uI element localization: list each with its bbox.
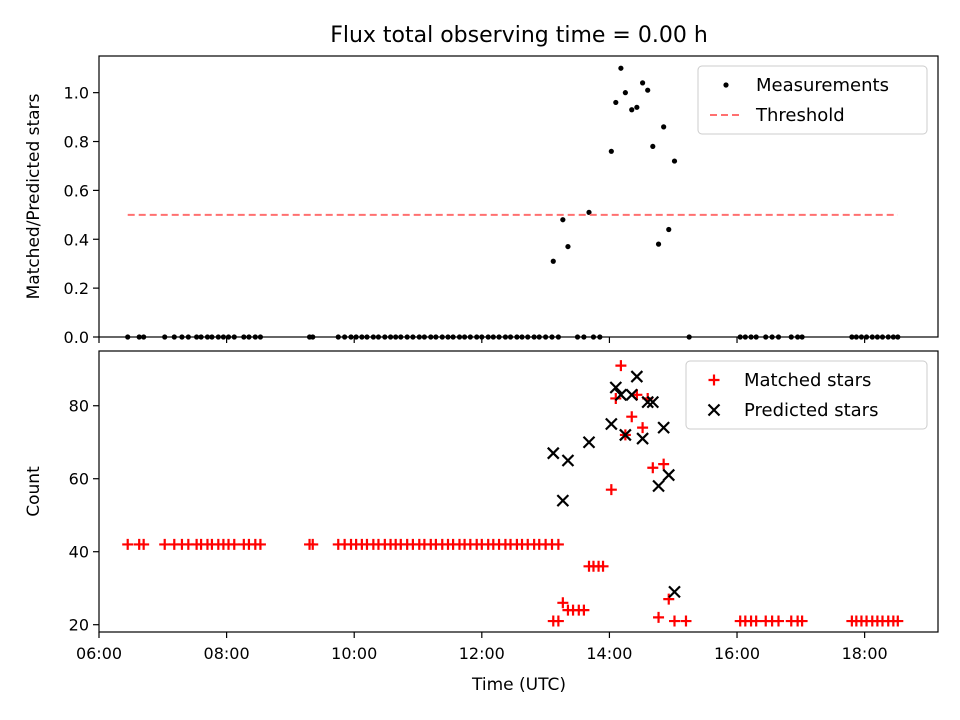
data-point <box>680 615 692 627</box>
data-point <box>796 615 808 627</box>
y-tick-label: 20 <box>69 616 89 635</box>
legend-entry: Measurements <box>756 75 889 96</box>
data-point <box>557 597 569 609</box>
y-tick-label: 0.4 <box>64 230 89 249</box>
legend-entry: Matched stars <box>744 370 871 391</box>
data-point <box>671 158 678 164</box>
x-tick-label: 06:00 <box>76 644 122 663</box>
plot-frame <box>98 55 939 338</box>
x-tick-label: 10:00 <box>331 644 377 663</box>
data-point <box>605 417 618 431</box>
data-point <box>560 217 566 223</box>
y-axis-label: Matched/Predicted stars <box>24 93 44 299</box>
y-tick-label: 0.2 <box>64 279 89 298</box>
data-point <box>625 388 639 402</box>
y-axis-label: Count <box>24 466 44 517</box>
data-point <box>639 80 646 86</box>
data-point <box>578 604 590 616</box>
legend-marker <box>723 82 729 88</box>
data-point <box>159 538 171 550</box>
data-point <box>652 479 665 493</box>
data-point <box>636 432 649 445</box>
data-point <box>618 65 624 71</box>
data-point <box>637 422 649 434</box>
data-point <box>614 388 628 402</box>
data-point <box>254 538 266 550</box>
data-point <box>653 611 665 623</box>
y-tick-label: 60 <box>69 470 89 489</box>
data-point <box>892 615 904 627</box>
y-tick-label: 40 <box>69 543 89 562</box>
legend-entry: Threshold <box>755 105 845 126</box>
data-point <box>556 494 570 507</box>
ratio-panel: 0.0 0.2 0.4 0.6 0.8 1.0 Matched/Predicted star… <box>24 55 939 347</box>
data-point <box>655 241 662 247</box>
data-point <box>629 107 635 113</box>
data-point <box>138 538 150 550</box>
data-point <box>613 99 619 106</box>
data-point <box>657 421 670 434</box>
data-point <box>626 411 638 423</box>
data-point <box>622 90 628 96</box>
legend-box <box>685 360 928 430</box>
data-point <box>552 538 564 550</box>
data-point <box>634 104 640 110</box>
data-point <box>552 615 564 627</box>
x-tick-label: 12:00 <box>459 644 505 663</box>
data-point <box>582 435 596 449</box>
data-point <box>666 226 672 233</box>
x-tick-label: 08:00 <box>204 644 250 663</box>
legend-marker <box>707 403 721 417</box>
x-axis-label: Time (UTC) <box>471 675 566 695</box>
data-point <box>658 458 670 470</box>
data-point <box>645 87 651 93</box>
data-point <box>228 538 240 550</box>
data-point <box>561 454 575 467</box>
legend-marker <box>708 374 720 386</box>
data-point <box>663 593 675 605</box>
y-tick-label: 80 <box>69 397 89 416</box>
x-tick-label: 18:00 <box>842 644 888 663</box>
data-point <box>608 148 614 154</box>
data-point <box>546 446 560 460</box>
data-point <box>647 462 659 474</box>
data-point <box>605 484 617 496</box>
data-point <box>586 209 592 215</box>
count-panel: 20 40 60 80 06:00 08:00 10:00 12:00 14:00 16:00 18… <box>24 350 939 663</box>
data-point <box>597 560 609 572</box>
data-point <box>630 370 644 383</box>
plot-frame <box>98 350 939 633</box>
data-point <box>750 615 762 627</box>
y-tick-label: 0.8 <box>64 133 89 152</box>
data-point <box>668 615 680 627</box>
data-point <box>307 538 319 550</box>
y-tick-label: 0.0 <box>64 328 89 347</box>
data-point <box>650 143 656 150</box>
data-point <box>661 124 667 130</box>
data-point <box>619 428 632 442</box>
data-point <box>565 243 571 250</box>
legend-entry: Predicted stars <box>744 400 878 421</box>
data-point <box>615 360 627 372</box>
data-point <box>772 615 784 627</box>
data-point <box>122 538 134 550</box>
x-tick-label: 16:00 <box>714 644 760 663</box>
data-point <box>609 381 623 394</box>
data-point <box>668 585 681 599</box>
y-tick-label: 0.6 <box>64 181 89 200</box>
y-tick-label: 1.0 <box>64 84 89 103</box>
data-point <box>641 395 654 409</box>
data-point <box>646 395 660 409</box>
x-tick-label: 14:00 <box>586 644 632 663</box>
data-point <box>550 258 556 264</box>
legend-box <box>697 65 928 135</box>
chart-title: Flux total observing time = 0.00 h <box>330 23 708 48</box>
data-point <box>662 468 676 482</box>
